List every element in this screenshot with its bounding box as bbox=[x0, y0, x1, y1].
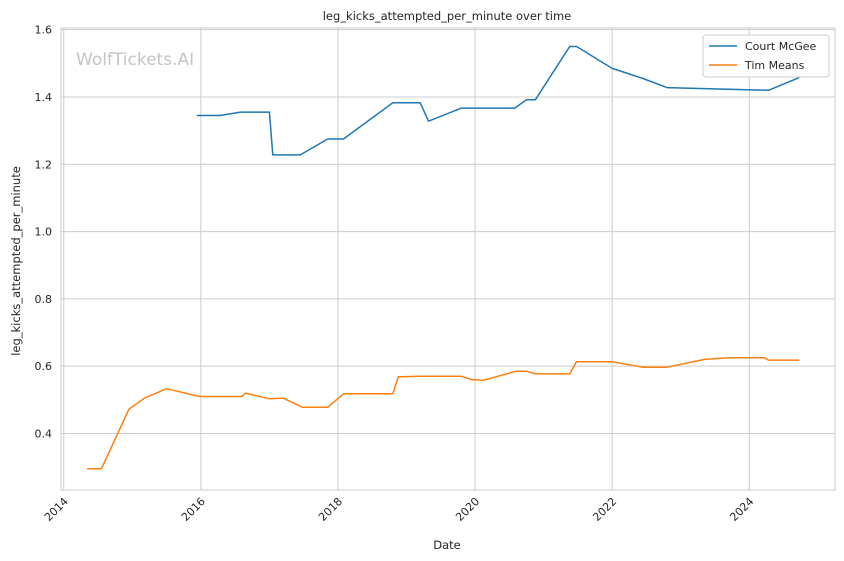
x-axis-label: Date bbox=[433, 538, 461, 552]
y-tick-label: 0.4 bbox=[35, 427, 53, 440]
series-lines bbox=[86, 45, 800, 470]
chart-title: leg_kicks_attempted_per_minute over time bbox=[323, 9, 572, 23]
y-tick-label: 1.6 bbox=[35, 24, 53, 37]
y-tick-label: 0.8 bbox=[35, 293, 53, 306]
legend-entry: Court McGee bbox=[745, 40, 817, 53]
y-axis-label: leg_kicks_attempted_per_minute bbox=[9, 166, 23, 356]
y-tick-label: 1.0 bbox=[35, 226, 53, 239]
legend: Court McGee Tim Means bbox=[702, 34, 830, 78]
y-tick-label: 1.4 bbox=[35, 91, 53, 104]
y-tick-label: 1.2 bbox=[35, 158, 53, 171]
series-line-0 bbox=[196, 45, 800, 156]
legend-entry: Tim Means bbox=[744, 59, 805, 72]
y-tick-label: 0.6 bbox=[35, 360, 53, 373]
grid bbox=[61, 28, 835, 490]
series-line-1 bbox=[86, 357, 800, 470]
plot-area-frame bbox=[60, 27, 836, 491]
y-axis-ticks: 0.4 0.6 0.8 1.0 1.2 1.4 1.6 bbox=[35, 24, 53, 441]
watermark-text: WolfTickets.AI bbox=[76, 50, 194, 70]
